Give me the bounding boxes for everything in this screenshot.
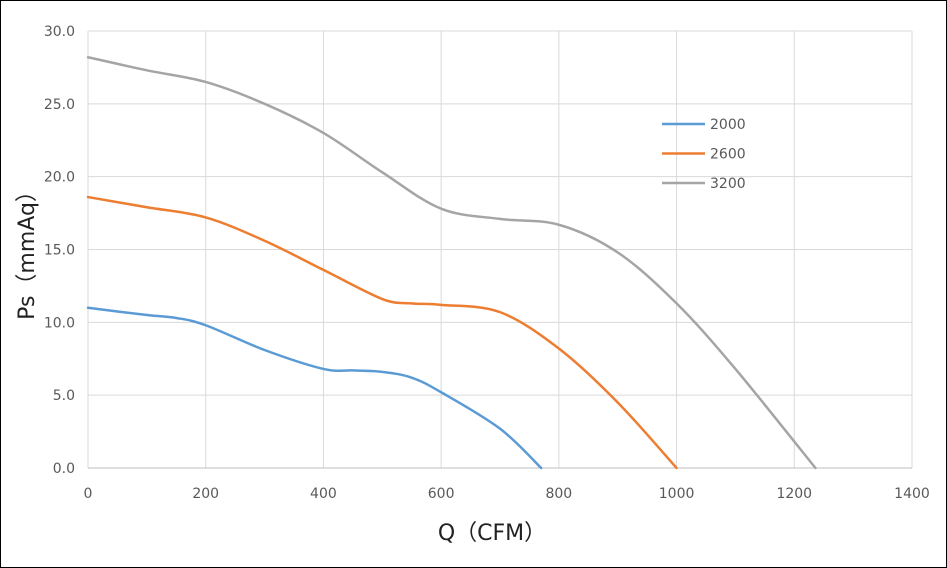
x-tick-label: 600 bbox=[428, 486, 455, 502]
series-line-2000 bbox=[86, 306, 543, 470]
x-tick-label: 400 bbox=[310, 486, 337, 502]
tick-labels: 0 200 400 600 800 1000 1200 1400 0.0 5.0 10.0 15.0 2… bbox=[44, 24, 930, 502]
series-lines bbox=[86, 55, 817, 470]
legend-label-2000: 2000 bbox=[710, 117, 746, 133]
x-tick-label: 1400 bbox=[894, 486, 930, 502]
x-tick-label: 1000 bbox=[659, 486, 695, 502]
grid bbox=[87, 30, 913, 469]
legend-label-3200: 3200 bbox=[710, 176, 746, 192]
x-axis-label: Q（CFM） bbox=[438, 521, 546, 546]
x-tick-label: 0 bbox=[84, 486, 93, 502]
legend: 2000 2600 3200 bbox=[662, 117, 746, 192]
y-tick-label: 0.0 bbox=[53, 461, 75, 477]
x-tick-label: 200 bbox=[192, 486, 219, 502]
x-tick-label: 1200 bbox=[776, 486, 812, 502]
y-tick-label: 30.0 bbox=[44, 24, 75, 40]
series-line-2600 bbox=[86, 195, 678, 470]
y-tick-label: 10.0 bbox=[44, 315, 75, 331]
y-axis-label: Ps（mmAq） bbox=[15, 180, 40, 320]
x-tick-label: 800 bbox=[545, 486, 572, 502]
series-line-3200 bbox=[86, 55, 817, 470]
y-tick-label: 25.0 bbox=[44, 97, 75, 113]
y-tick-label: 20.0 bbox=[44, 170, 75, 186]
y-tick-label: 15.0 bbox=[44, 243, 75, 259]
legend-label-2600: 2600 bbox=[710, 147, 746, 163]
y-tick-label: 5.0 bbox=[53, 388, 75, 404]
